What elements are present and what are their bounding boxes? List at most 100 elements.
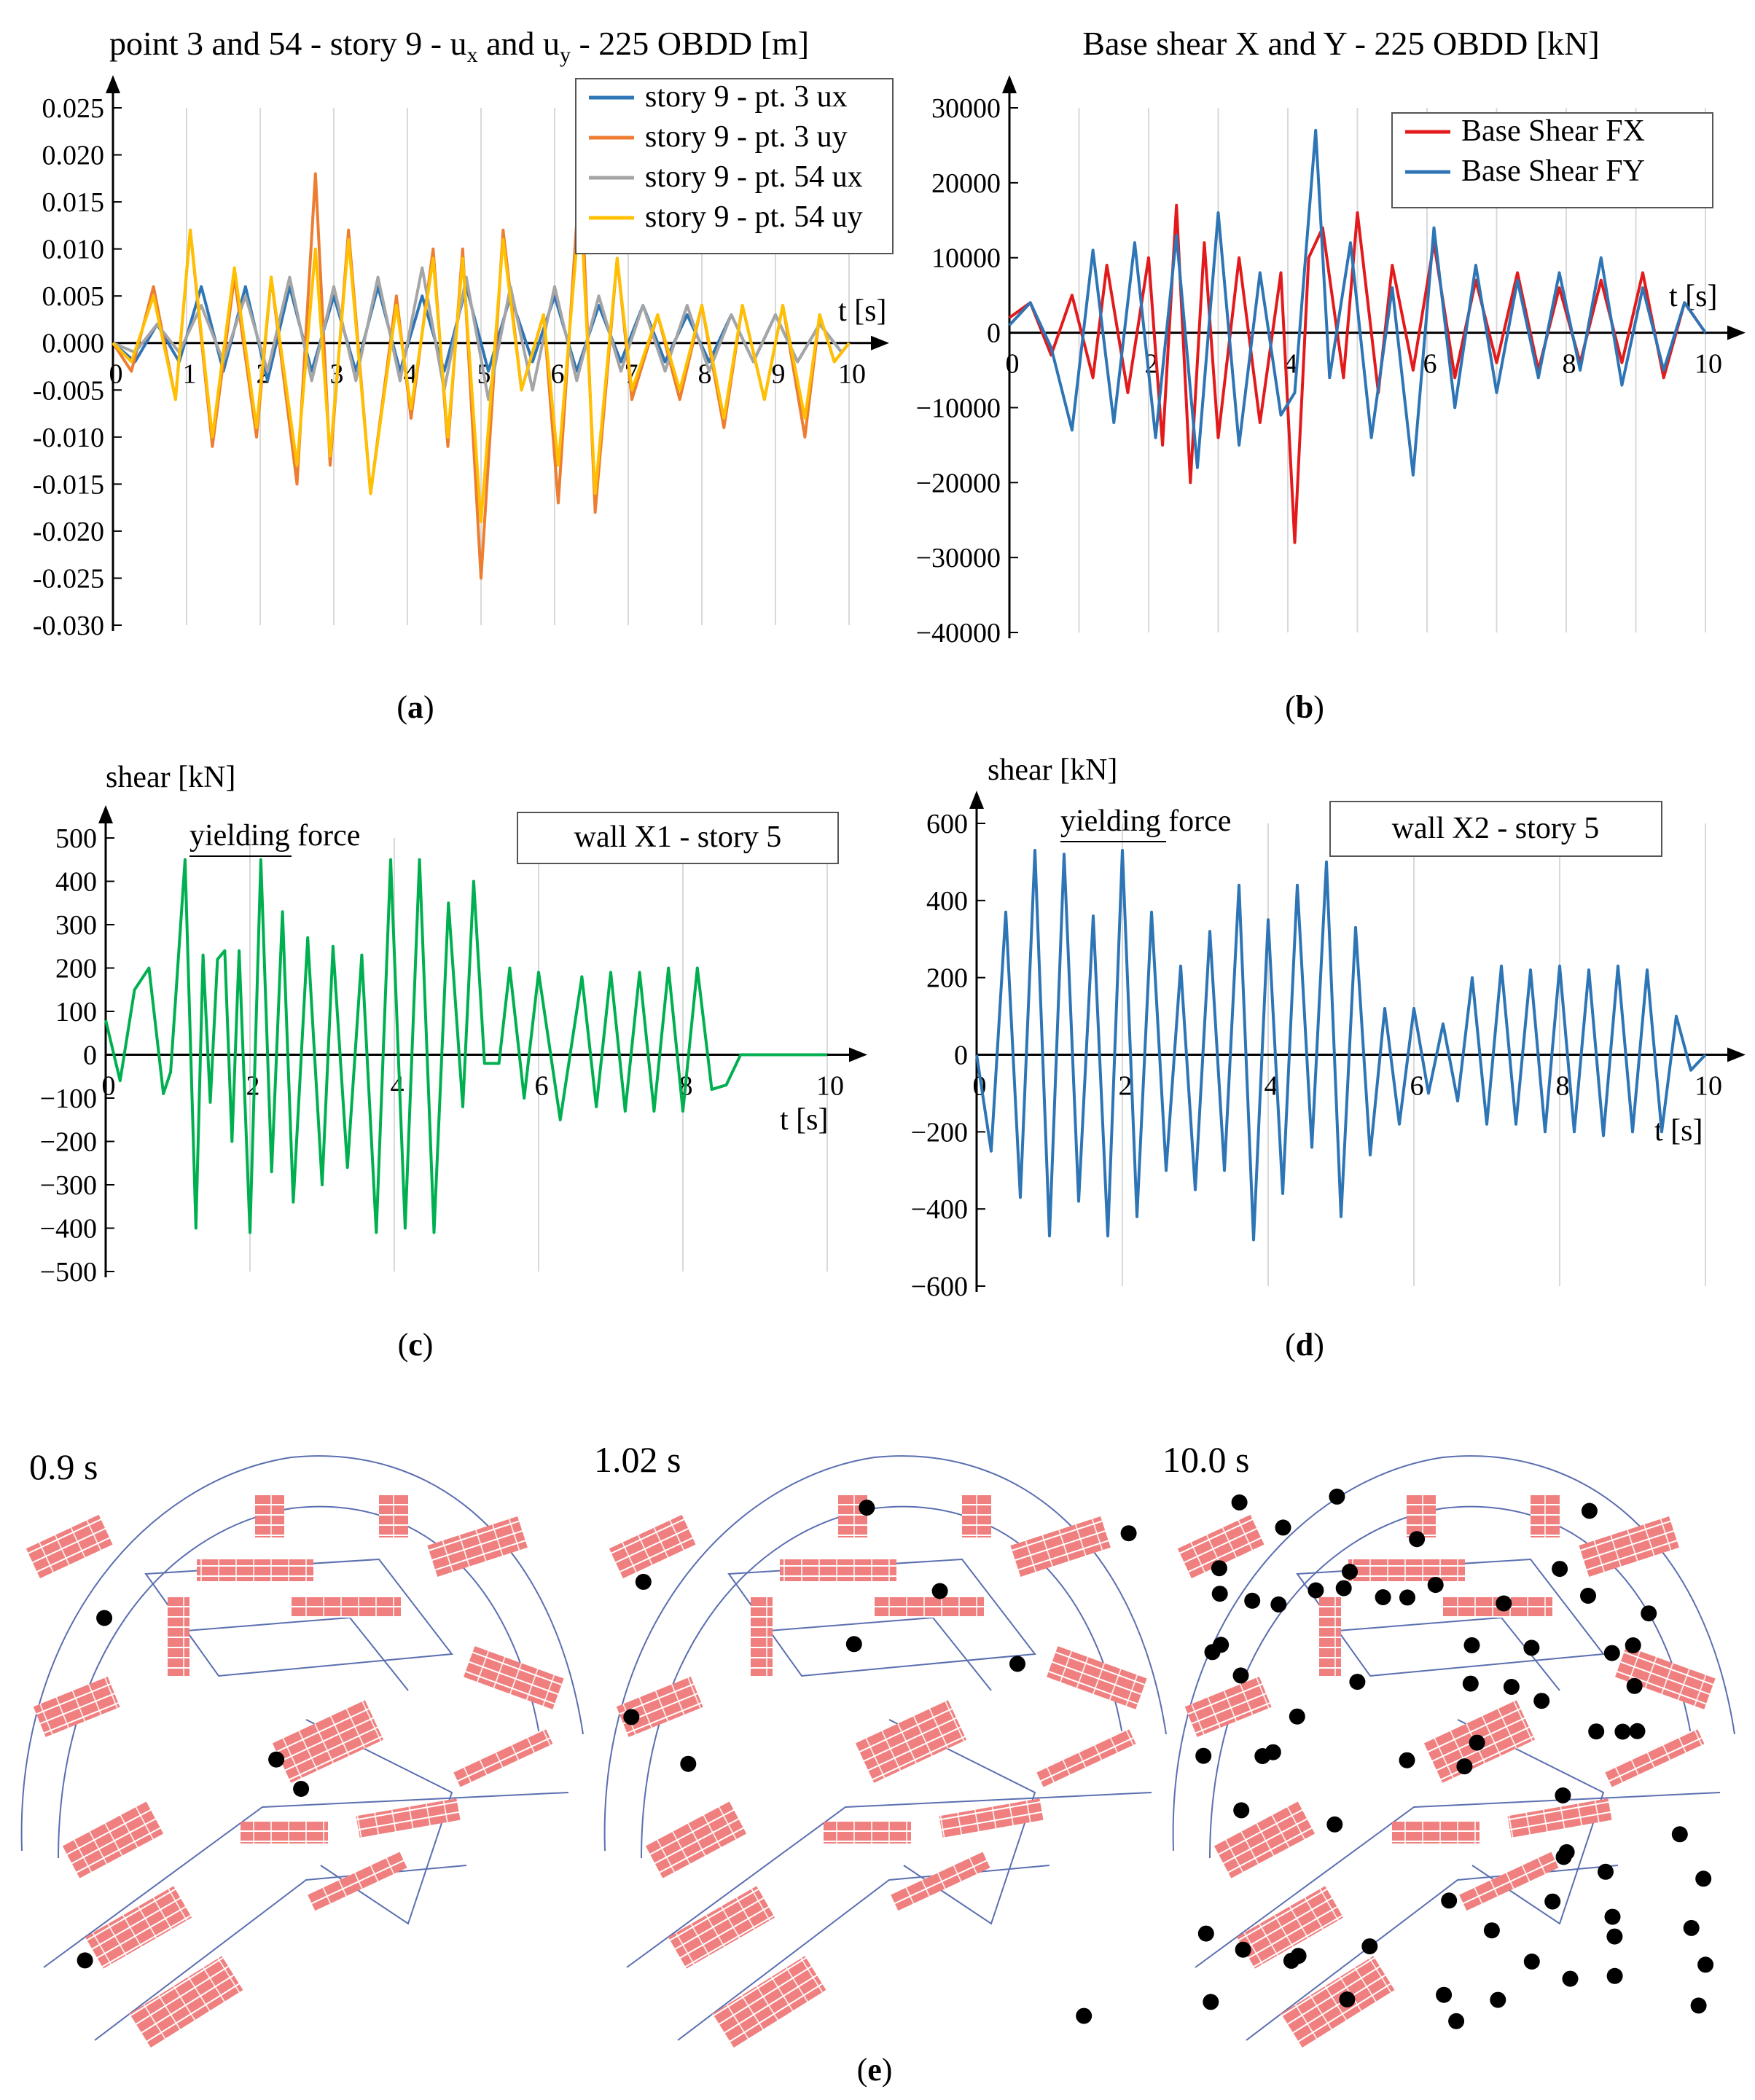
y-tick-label: 0 — [954, 1041, 968, 1071]
plastic-hinge — [1641, 1605, 1657, 1622]
plastic-hinge — [1683, 1919, 1700, 1936]
plastic-hinge — [1308, 1582, 1324, 1599]
plastic-hinge — [1462, 1675, 1479, 1692]
y-tick-label: −600 — [911, 1272, 968, 1302]
y-tick-label: 300 — [55, 910, 97, 941]
y-tick-label: −40000 — [916, 618, 1001, 649]
caption-d: (d) — [1285, 1327, 1324, 1363]
frame-0-label: 0.9 s — [29, 1446, 98, 1487]
y-tick-label: 500 — [55, 823, 97, 854]
title-sub: y — [560, 43, 571, 67]
plastic-hinge — [1231, 1494, 1248, 1511]
x-tick-label: 2 — [1119, 1071, 1133, 1102]
x-axis-label: t [s] — [780, 1103, 829, 1137]
plastic-hinge — [1562, 1970, 1579, 1987]
legend-box — [1391, 112, 1713, 208]
plastic-hinge — [77, 1952, 93, 1969]
x-tick-label: 8 — [698, 359, 712, 390]
x-tick-label: 8 — [1556, 1071, 1570, 1102]
x-axis-label: t [s] — [1669, 280, 1718, 313]
legend-label: Base Shear FX — [1461, 114, 1645, 148]
caption-b: (b) — [1285, 689, 1324, 725]
plastic-hinge — [1342, 1564, 1358, 1580]
plastic-hinge — [1695, 1870, 1712, 1887]
plastic-hinge — [268, 1751, 285, 1768]
plastic-hinge — [1361, 1938, 1378, 1955]
annotation: yielding force — [189, 819, 360, 853]
y-tick-label: 0.020 — [42, 141, 105, 171]
plastic-hinge — [859, 1500, 875, 1516]
y-tick-label: 10000 — [931, 243, 1001, 274]
y-tick-label: −400 — [40, 1214, 97, 1245]
plastic-hinge — [1606, 1967, 1623, 1984]
plastic-hinge — [1211, 1560, 1227, 1577]
x-tick-label: 0 — [109, 359, 123, 390]
frame-1: 1.02 s — [594, 1439, 1167, 2049]
title-sub: x — [467, 43, 478, 67]
y-tick-label: −200 — [40, 1127, 97, 1158]
plastic-hinge — [1490, 1991, 1506, 2008]
plastic-hinge — [1690, 1997, 1707, 2014]
plastic-hinge — [1555, 1849, 1572, 1865]
plastic-hinge — [1603, 1645, 1620, 1661]
x-axis-arrow — [1727, 325, 1746, 340]
y-axis-label: shear [kN] — [988, 753, 1117, 787]
plastic-hinge — [1544, 1893, 1561, 1910]
title-part: - 225 OBDD [m] — [571, 25, 809, 62]
y-tick-label: −20000 — [916, 468, 1001, 498]
plastic-hinge — [1629, 1723, 1646, 1739]
x-axis-arrow — [871, 335, 889, 350]
plastic-hinge — [1399, 1752, 1415, 1768]
x-tick-label: 4 — [391, 1071, 404, 1102]
y-tick-label: 400 — [926, 886, 968, 917]
plastic-hinge — [845, 1636, 862, 1653]
x-tick-label: 6 — [535, 1071, 549, 1102]
plastic-hinge — [1399, 1589, 1415, 1606]
frame-1-label: 1.02 s — [594, 1439, 681, 1480]
y-tick-label: -0.010 — [33, 423, 104, 453]
plastic-hinge — [1275, 1519, 1291, 1536]
y-tick-label: 30000 — [931, 93, 1001, 124]
series-line-0 — [104, 858, 827, 1234]
plastic-hinge — [931, 1583, 948, 1599]
x-tick-label: 0 — [1006, 349, 1020, 380]
plastic-hinge — [1456, 1758, 1473, 1775]
plastic-hinge — [1290, 1948, 1307, 1964]
plastic-hinge — [293, 1781, 310, 1797]
chart-d-title: wall X2 - story 5 — [1392, 812, 1600, 845]
y-tick-label: -0.015 — [33, 469, 104, 500]
y-tick-label: 0 — [987, 318, 1001, 349]
y-axis-arrow — [106, 75, 120, 93]
structure-frames: 0.9 s 1.02 s 10.0 s — [20, 1439, 1735, 2049]
plastic-hinge — [1503, 1679, 1520, 1695]
x-tick-label: 10 — [816, 1071, 844, 1102]
y-tick-label: −10000 — [916, 393, 1001, 423]
x-tick-label: 10 — [838, 359, 866, 390]
plastic-hinge — [1588, 1723, 1605, 1740]
y-tick-label: 600 — [926, 809, 968, 839]
y-tick-label: 200 — [55, 954, 97, 984]
plastic-hinge — [1533, 1693, 1550, 1709]
plastic-hinge — [1555, 1787, 1571, 1803]
plastic-hinge — [1436, 1986, 1453, 2003]
legend-label: story 9 - pt. 54 uy — [645, 200, 863, 234]
plastic-hinge — [1211, 1586, 1228, 1602]
plastic-hinge — [623, 1709, 640, 1725]
plastic-hinge — [1195, 1747, 1212, 1764]
legend-box — [1329, 801, 1662, 857]
y-axis-arrow — [98, 805, 113, 823]
plastic-hinge — [1604, 1908, 1621, 1925]
plastic-hinge — [1671, 1826, 1688, 1843]
plastic-hinge — [1614, 1723, 1631, 1740]
y-tick-label: −200 — [911, 1117, 968, 1148]
plastic-hinge — [96, 1610, 113, 1626]
y-tick-label: 400 — [55, 867, 97, 898]
plastic-hinge — [1235, 1941, 1251, 1958]
x-tick-label: 1 — [183, 359, 197, 390]
y-tick-label: 0.010 — [42, 235, 105, 265]
plastic-hinge — [1581, 1502, 1598, 1519]
plastic-hinge — [1463, 1637, 1480, 1653]
x-tick-label: 0 — [102, 1071, 116, 1102]
